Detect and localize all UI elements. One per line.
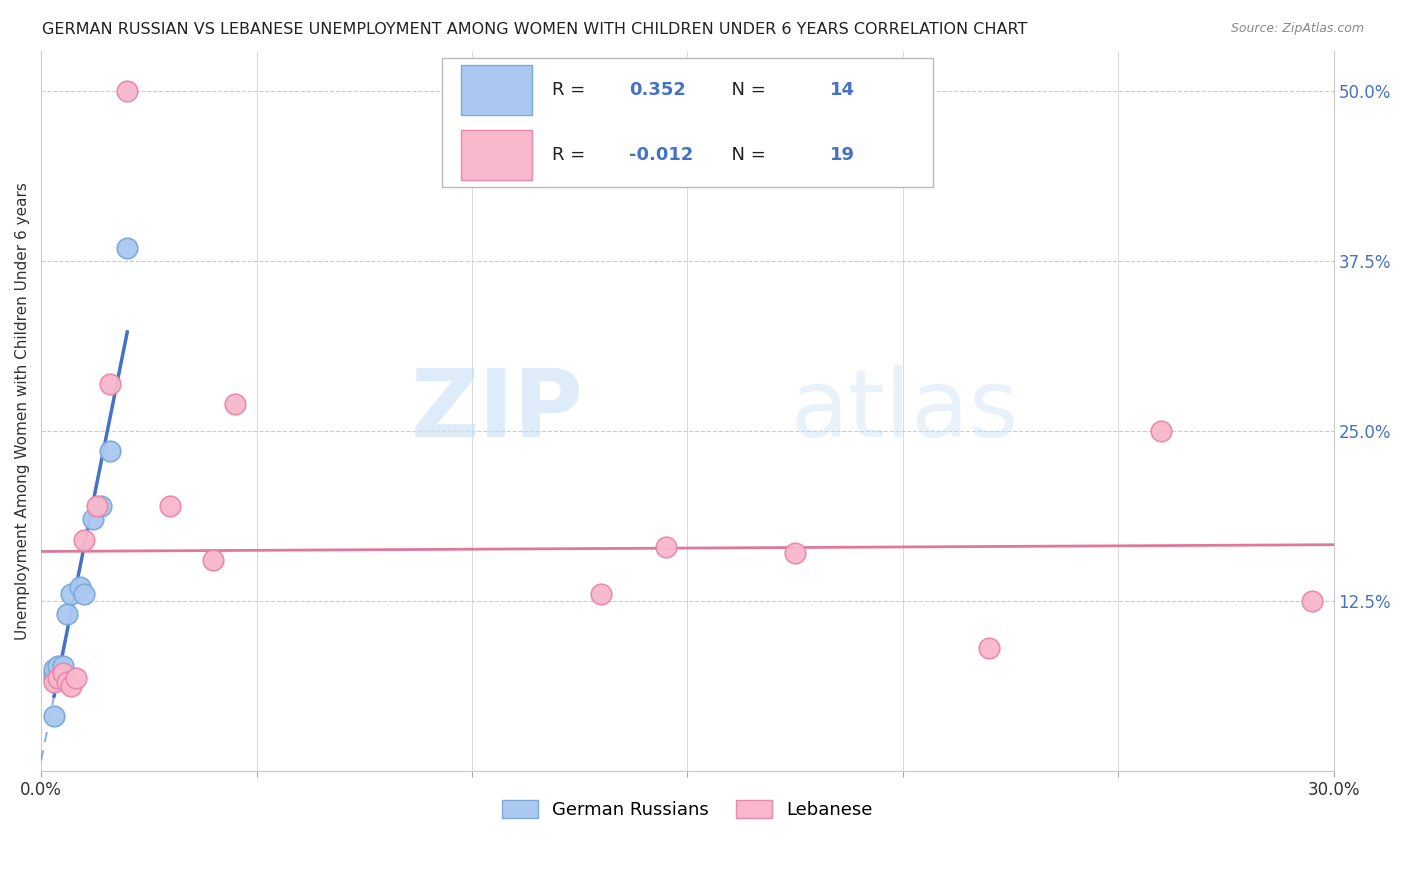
Point <box>82 512 104 526</box>
Point <box>56 607 79 622</box>
Text: atlas: atlas <box>790 365 1019 457</box>
Point <box>159 499 181 513</box>
Point <box>42 662 65 676</box>
Point <box>783 546 806 560</box>
Text: 0.352: 0.352 <box>628 81 686 99</box>
Point <box>202 553 225 567</box>
Point <box>98 376 121 391</box>
Legend: German Russians, Lebanese: German Russians, Lebanese <box>495 793 880 827</box>
Text: 19: 19 <box>830 146 855 164</box>
Point <box>56 675 79 690</box>
Point <box>73 533 96 547</box>
Point <box>42 671 65 685</box>
Text: N =: N = <box>720 146 770 164</box>
Y-axis label: Unemployment Among Women with Children Under 6 years: Unemployment Among Women with Children U… <box>15 182 30 640</box>
Text: R =: R = <box>551 146 591 164</box>
Point <box>52 665 75 680</box>
Point <box>591 587 613 601</box>
Point <box>86 499 108 513</box>
Point <box>977 641 1000 656</box>
Point <box>69 580 91 594</box>
Text: ZIP: ZIP <box>411 365 583 457</box>
Point <box>1150 424 1173 438</box>
Point <box>90 499 112 513</box>
Text: R =: R = <box>551 81 591 99</box>
Point <box>60 587 83 601</box>
Text: 14: 14 <box>830 81 855 99</box>
Point <box>60 680 83 694</box>
Point <box>42 665 65 680</box>
Point <box>46 659 69 673</box>
Text: -0.012: -0.012 <box>628 146 693 164</box>
Text: GERMAN RUSSIAN VS LEBANESE UNEMPLOYMENT AMONG WOMEN WITH CHILDREN UNDER 6 YEARS : GERMAN RUSSIAN VS LEBANESE UNEMPLOYMENT … <box>42 22 1028 37</box>
FancyBboxPatch shape <box>461 65 533 115</box>
Point <box>73 587 96 601</box>
Text: N =: N = <box>720 81 770 99</box>
Point <box>42 675 65 690</box>
FancyBboxPatch shape <box>461 130 533 180</box>
Point <box>42 709 65 723</box>
Point <box>117 85 139 99</box>
Point <box>98 444 121 458</box>
FancyBboxPatch shape <box>441 58 932 187</box>
Point <box>117 241 139 255</box>
Point <box>52 659 75 673</box>
Text: Source: ZipAtlas.com: Source: ZipAtlas.com <box>1230 22 1364 36</box>
Point <box>224 397 246 411</box>
Point <box>1301 594 1323 608</box>
Point <box>655 540 678 554</box>
Point <box>46 671 69 685</box>
Point <box>65 671 87 685</box>
